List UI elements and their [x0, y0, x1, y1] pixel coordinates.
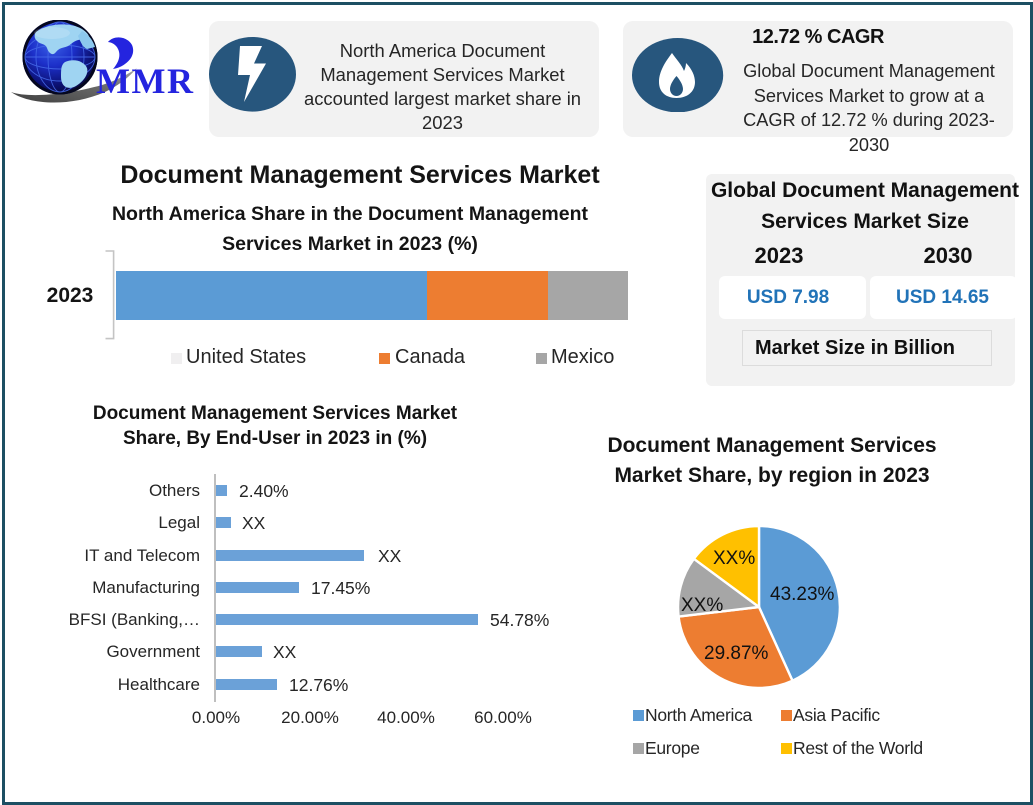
svg-text:MMR: MMR — [96, 61, 194, 101]
